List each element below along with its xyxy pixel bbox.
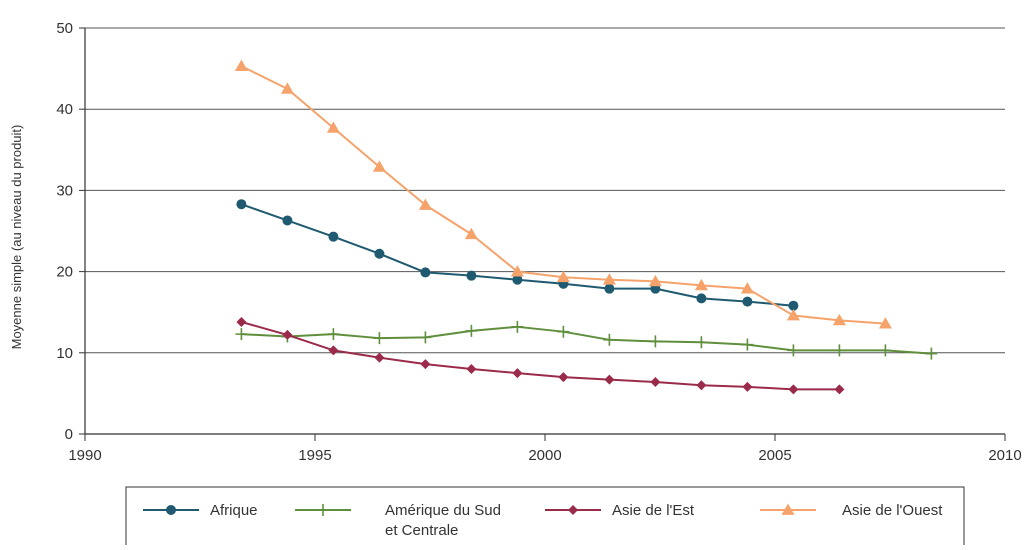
data-point-afrique <box>512 274 523 285</box>
data-point-asie-de-l-est <box>512 368 523 379</box>
legend-box <box>125 486 965 548</box>
series-line-asie-de-l-est <box>241 320 840 391</box>
data-point-amerique-du-sud-et-centrale <box>419 331 432 344</box>
data-point-amerique-du-sud-et-centrale <box>833 344 846 357</box>
data-point-amerique-du-sud-et-centrale <box>235 328 248 341</box>
data-point-asie-de-l-ouest <box>372 160 386 172</box>
data-point-amerique-du-sud-et-centrale <box>511 320 524 333</box>
y-tick-label: 10 <box>56 345 73 362</box>
data-point-afrique <box>236 199 247 210</box>
data-point-afrique <box>466 270 477 281</box>
legend-marker <box>317 504 329 516</box>
data-point-asie-de-l-est <box>834 384 845 395</box>
data-point-afrique <box>282 215 293 226</box>
x-tick-label: 1990 <box>68 447 101 464</box>
series-afrique <box>236 199 799 311</box>
data-point-asie-de-l-est <box>420 359 431 370</box>
data-point-amerique-du-sud-et-centrale <box>557 325 570 338</box>
data-point-asie-de-l-ouest <box>556 270 570 283</box>
x-tick-label: 2000 <box>528 447 561 464</box>
data-point-afrique <box>742 296 753 307</box>
y-axis-title: Moyenne simple (au niveau du produit) <box>9 125 24 350</box>
data-point-afrique <box>328 231 339 242</box>
data-point-asie-de-l-est <box>328 345 339 356</box>
series-asie-de-l-ouest <box>234 59 892 329</box>
legend-label: et Centrale <box>385 522 458 539</box>
legend-item-asie-de-l-ouest: Asie de l'Ouest <box>760 502 943 519</box>
data-point-asie-de-l-est <box>696 380 707 391</box>
legend-label: Afrique <box>210 502 258 519</box>
data-point-asie-de-l-ouest <box>878 317 892 329</box>
data-point-amerique-du-sud-et-centrale <box>465 324 478 337</box>
data-point-asie-de-l-est <box>374 352 385 363</box>
legend-item-amerique-du-sud-et-centrale: Amérique du Sud et Centrale <box>295 502 501 539</box>
data-point-amerique-du-sud-et-centrale <box>649 335 662 348</box>
data-point-asie-de-l-ouest <box>740 282 754 294</box>
legend-item-afrique: Afrique <box>143 502 258 519</box>
data-point-asie-de-l-ouest <box>648 274 662 287</box>
data-point-amerique-du-sud-et-centrale <box>695 336 708 349</box>
legend: Afrique Amérique du Sud et Centrale Asie de… <box>125 486 965 548</box>
data-point-asie-de-l-est <box>466 364 477 375</box>
gridlines <box>85 27 1005 354</box>
legend-label: Asie de l'Est <box>612 502 695 519</box>
legend-marker <box>568 505 578 515</box>
data-point-amerique-du-sud-et-centrale <box>327 328 340 341</box>
legend-item-asie-de-l-est: Asie de l'Est <box>545 502 695 519</box>
data-point-asie-de-l-ouest <box>832 313 846 326</box>
y-tick-label: 30 <box>56 182 73 199</box>
y-tick-label: 0 <box>65 426 73 443</box>
data-point-asie-de-l-ouest <box>602 273 616 285</box>
data-point-asie-de-l-ouest <box>786 308 800 321</box>
axes: 0 10 20 30 40 50 1990 1995 2000 2005 2010 Moyenne s… <box>9 20 1022 464</box>
data-point-asie-de-l-ouest <box>280 82 294 94</box>
data-point-afrique <box>696 293 707 304</box>
data-point-amerique-du-sud-et-centrale <box>603 333 616 346</box>
data-point-amerique-du-sud-et-centrale <box>373 332 386 345</box>
x-tick-label: 2010 <box>988 447 1021 464</box>
data-point-asie-de-l-ouest <box>234 59 248 72</box>
data-point-afrique <box>374 248 385 259</box>
x-tick-label: 2005 <box>758 447 791 464</box>
series-line-afrique <box>241 203 794 307</box>
legend-label: Amérique du Sud <box>385 502 501 519</box>
data-point-asie-de-l-est <box>558 372 569 383</box>
data-point-asie-de-l-ouest <box>418 198 432 210</box>
data-point-asie-de-l-est <box>650 377 661 388</box>
data-point-asie-de-l-est <box>236 316 247 327</box>
legend-marker <box>781 503 795 515</box>
y-tick-label: 20 <box>56 264 73 281</box>
y-tick-label: 50 <box>56 20 73 37</box>
y-tick-label: 40 <box>56 101 73 118</box>
series-line-amerique-du-sud-et-centrale <box>241 325 932 355</box>
legend-marker <box>166 505 176 515</box>
data-point-asie-de-l-est <box>282 329 293 340</box>
data-point-amerique-du-sud-et-centrale <box>925 347 938 360</box>
data-point-asie-de-l-est <box>604 374 615 385</box>
data-point-afrique <box>788 300 799 311</box>
data-point-amerique-du-sud-et-centrale <box>787 344 800 357</box>
data-point-asie-de-l-ouest <box>326 121 340 133</box>
data-point-amerique-du-sud-et-centrale <box>741 338 754 351</box>
data-point-amerique-du-sud-et-centrale <box>879 344 892 357</box>
x-tick-label: 1995 <box>298 447 331 464</box>
data-point-asie-de-l-est <box>742 381 753 392</box>
series-amerique-du-sud-et-centrale <box>235 320 938 360</box>
data-point-asie-de-l-ouest <box>464 227 478 240</box>
series-asie-de-l-est <box>236 316 845 395</box>
data-point-asie-de-l-ouest <box>694 278 708 291</box>
legend-label: Asie de l'Ouest <box>842 502 943 519</box>
data-point-asie-de-l-ouest <box>510 265 524 277</box>
data-point-asie-de-l-est <box>788 384 799 395</box>
data-point-afrique <box>604 283 615 294</box>
data-point-afrique <box>420 267 431 278</box>
series-group <box>234 59 938 395</box>
